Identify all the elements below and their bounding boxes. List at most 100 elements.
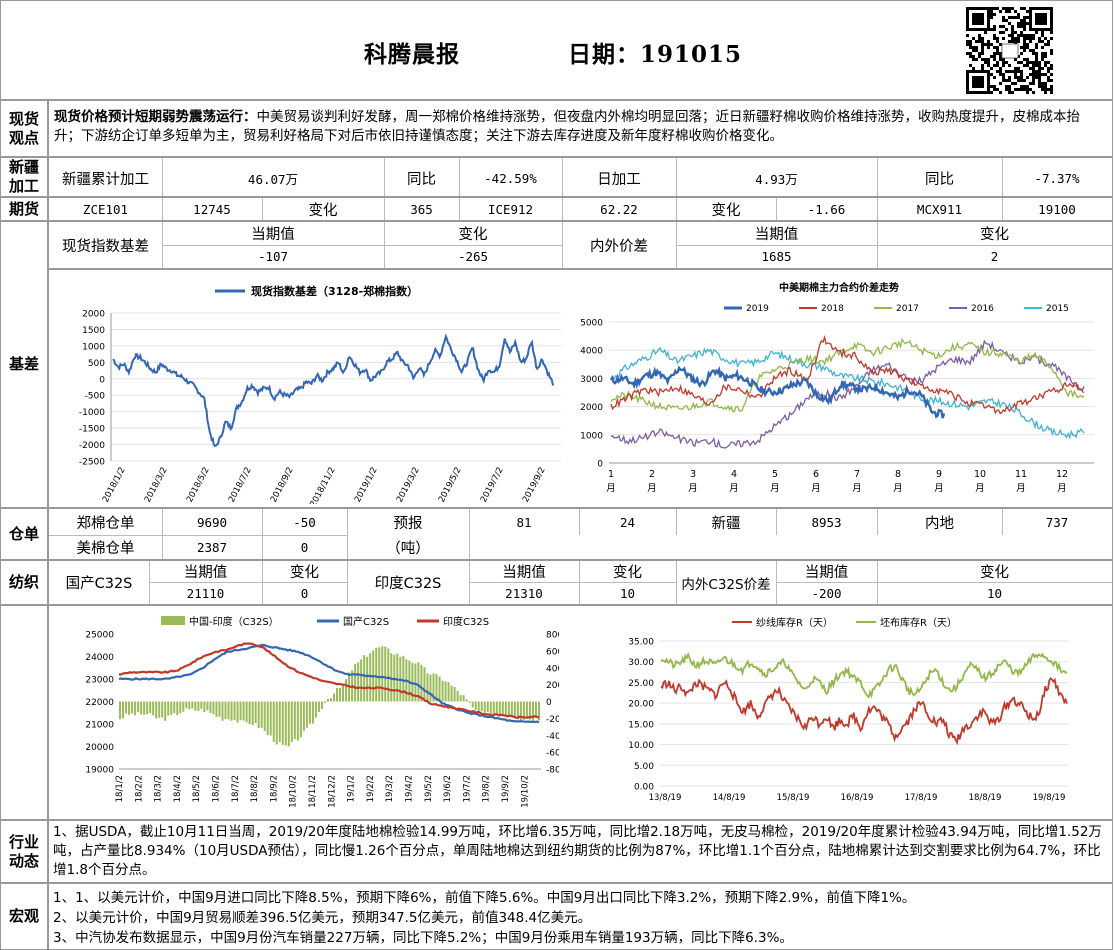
x-tick-label: 16/8/19	[841, 793, 874, 803]
diff-bar	[513, 701, 516, 718]
diff-bar	[263, 701, 266, 732]
qr-module	[993, 88, 996, 91]
zce-change-label: 变化	[308, 202, 338, 219]
basis-current-value: -107	[257, 249, 289, 264]
industry-text: 1、据USDA，截止10月11日当周，2019/20年度陆地棉检验14.99万吨…	[53, 824, 1102, 878]
c32s-spread-change-value: 10	[986, 585, 1003, 601]
diff-bar	[441, 680, 444, 702]
qr-module	[1023, 16, 1026, 19]
qr-module	[1011, 7, 1014, 10]
warehouse-table: 郑棉仓单 9690 -50 预报 81 24 新疆 8953 内地 737 美棉…	[48, 508, 1113, 560]
futures-row: ZCE101 12745 变化 365 ICE912 62.22 变化 -1.6…	[48, 197, 1113, 221]
qr-module	[1041, 46, 1044, 49]
domestic-series-line	[118, 643, 540, 724]
qr-module	[1050, 73, 1053, 76]
diff-bar	[155, 701, 158, 719]
qr-module	[1047, 43, 1050, 46]
diff-bar	[429, 674, 432, 702]
qr-module	[969, 55, 972, 58]
basis-table: 现货指数基差 当期值 变化 -107 -265 内外价差 当期值 变化 1685…	[48, 221, 1113, 269]
qr-module	[1026, 76, 1029, 79]
qr-module	[969, 52, 972, 55]
x-tick-label: 19/8/2	[482, 775, 492, 802]
qr-module	[1002, 61, 1005, 64]
qr-module	[1002, 73, 1005, 76]
qr-module	[1050, 37, 1053, 40]
diff-bar	[146, 701, 149, 715]
diff-bar	[197, 701, 200, 711]
chart-title: 中美期棉主力合约价差走势	[779, 281, 899, 294]
qr-module	[1047, 40, 1050, 43]
y-tick-label: 0.00	[634, 783, 654, 793]
qr-module	[1014, 10, 1017, 13]
diff-bar	[465, 699, 468, 702]
y-tick-label: 1500	[82, 326, 105, 336]
diff-bar	[414, 663, 417, 702]
qr-module	[1050, 79, 1053, 82]
diff-bar	[218, 701, 221, 717]
qr-module	[969, 40, 972, 43]
qr-module	[981, 49, 984, 52]
india-c32s-label: 印度C32S	[374, 576, 442, 592]
qr-module	[1014, 73, 1017, 76]
diff-bar	[317, 701, 320, 712]
qr-module	[1008, 79, 1011, 82]
qr-module	[990, 16, 993, 19]
qr-module	[990, 55, 993, 58]
report-header: 科腾晨报 日期：191015	[0, 0, 1113, 100]
qr-module	[1002, 79, 1005, 82]
diff-bar	[483, 701, 486, 714]
diff-bar	[191, 701, 194, 709]
zce-price: 12745	[193, 201, 231, 217]
qr-module	[1032, 37, 1035, 40]
y-tick-label: 25000	[85, 631, 114, 641]
qr-module	[999, 70, 1002, 73]
qr-module	[1029, 82, 1032, 85]
us-warrant-label: 美棉仓单	[76, 540, 135, 557]
zce-warrant-value: 9690	[196, 514, 228, 530]
qr-module	[1044, 82, 1047, 85]
qr-module	[993, 25, 996, 28]
qr-module	[1008, 88, 1011, 91]
y-tick-label: -2000	[79, 441, 105, 451]
y-tick-label: 21000	[85, 721, 114, 731]
qr-module	[1038, 37, 1041, 40]
diff-bar	[450, 685, 453, 702]
diff-bar	[531, 701, 534, 721]
qr-module	[1017, 61, 1020, 64]
diff-bar	[486, 701, 489, 713]
diff-bar	[215, 701, 218, 717]
diff-bar	[354, 664, 357, 702]
qr-module	[969, 46, 972, 49]
qr-module	[999, 73, 1002, 76]
qr-module	[1041, 40, 1044, 43]
qr-module	[987, 46, 990, 49]
qr-module	[1029, 61, 1032, 64]
qr-module	[981, 58, 984, 61]
diff-bar	[402, 655, 405, 702]
qr-finder-ring	[966, 70, 990, 94]
diff-bar	[281, 701, 284, 745]
qr-module	[1011, 34, 1014, 37]
qr-module	[996, 52, 999, 55]
x-tick-label: 2019/5/2	[437, 466, 464, 504]
qr-module	[993, 64, 996, 67]
qr-module	[1008, 76, 1011, 79]
unit-ton-label: （吨）	[386, 540, 430, 557]
qr-module	[1017, 13, 1020, 16]
diff-bar	[194, 701, 197, 711]
x-tick-label: 19/2/2	[366, 775, 376, 802]
macro-line-1: 1、1、以美元计价，中国9月进口同比下降8.5%，预期下降6%，前值下降5.6%…	[53, 890, 916, 906]
section-industry-text: 行业动态	[8, 832, 39, 870]
diff-bar	[236, 701, 239, 723]
legend-label-diff: 中国-印度（C32S）	[189, 615, 279, 628]
xinjiang-cumulative-value: 46.07万	[247, 171, 299, 187]
y-tick-label: 500	[88, 359, 105, 369]
diff-bar	[188, 701, 191, 710]
xinjiang-warrant-label: 新疆	[711, 515, 741, 532]
qr-module	[1020, 52, 1023, 55]
qr-module	[972, 67, 975, 70]
diff-bar	[257, 701, 260, 729]
qr-module	[1020, 34, 1023, 37]
qr-module	[1011, 40, 1014, 43]
